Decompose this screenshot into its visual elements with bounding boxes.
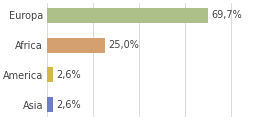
Bar — [47, 38, 105, 53]
Text: 2,6%: 2,6% — [57, 100, 81, 110]
Text: 25,0%: 25,0% — [108, 40, 139, 50]
Text: 2,6%: 2,6% — [57, 70, 81, 80]
Bar — [47, 67, 53, 82]
Bar — [47, 97, 53, 112]
Text: 69,7%: 69,7% — [211, 10, 242, 20]
Bar — [47, 8, 207, 23]
